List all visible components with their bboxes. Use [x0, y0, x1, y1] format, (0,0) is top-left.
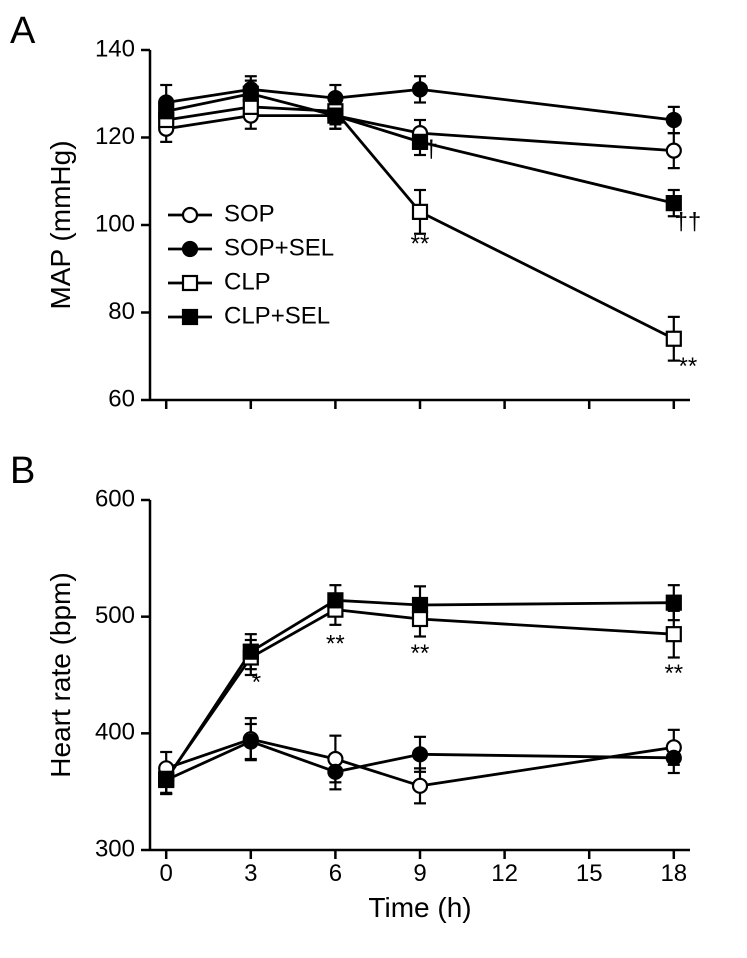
- panel-a-label: A: [10, 10, 35, 53]
- svg-text:9: 9: [413, 860, 426, 887]
- sig-annotation: **: [411, 230, 430, 257]
- svg-text:0: 0: [160, 860, 173, 887]
- svg-text:Heart rate (bpm): Heart rate (bpm): [45, 572, 76, 777]
- svg-text:60: 60: [108, 385, 135, 412]
- svg-text:3: 3: [244, 860, 257, 887]
- svg-text:140: 140: [95, 35, 135, 62]
- sig-annotation: ††: [675, 208, 702, 235]
- svg-text:600: 600: [95, 485, 135, 512]
- svg-text:500: 500: [95, 602, 135, 629]
- sig-annotation: **: [664, 660, 683, 687]
- svg-text:300: 300: [95, 835, 135, 862]
- svg-text:MAP (mmHg): MAP (mmHg): [45, 140, 76, 309]
- svg-text:CLP+SEL: CLP+SEL: [224, 302, 330, 329]
- svg-text:400: 400: [95, 719, 135, 746]
- svg-text:6: 6: [329, 860, 342, 887]
- svg-text:18: 18: [660, 860, 687, 887]
- svg-text:80: 80: [108, 298, 135, 325]
- figure-svg: 6080100120140MAP (mmHg)†**††**SOPSOP+SEL…: [0, 0, 747, 958]
- figure-container: A B 6080100120140MAP (mmHg)†**††**SOPSOP…: [0, 0, 747, 958]
- sig-annotation: *: [252, 669, 261, 696]
- sig-annotation: **: [411, 640, 430, 667]
- sig-annotation: **: [326, 631, 345, 658]
- svg-text:120: 120: [95, 123, 135, 150]
- svg-text:SOP: SOP: [224, 200, 275, 227]
- panel-B: 300 400 500 600 0 3 6 9 12 15 18 Heart rate (bpm) Ti…: [45, 485, 690, 923]
- svg-text:CLP: CLP: [224, 268, 271, 295]
- sig-annotation: †: [425, 136, 438, 163]
- svg-text:Time (h): Time (h): [368, 892, 471, 923]
- panel-b-label: B: [10, 450, 35, 493]
- legend: SOP SOP+SEL CLP CLP+SEL: [168, 200, 334, 329]
- svg-text:12: 12: [491, 860, 518, 887]
- svg-text:15: 15: [576, 860, 603, 887]
- svg-text:SOP+SEL: SOP+SEL: [224, 234, 334, 261]
- sig-annotation: **: [679, 353, 698, 380]
- svg-text:100: 100: [95, 210, 135, 237]
- panel-A: 60 80 100 120 140 MAP (mmHg) † ** †† ** SOP SOP+SEL…: [45, 35, 701, 412]
